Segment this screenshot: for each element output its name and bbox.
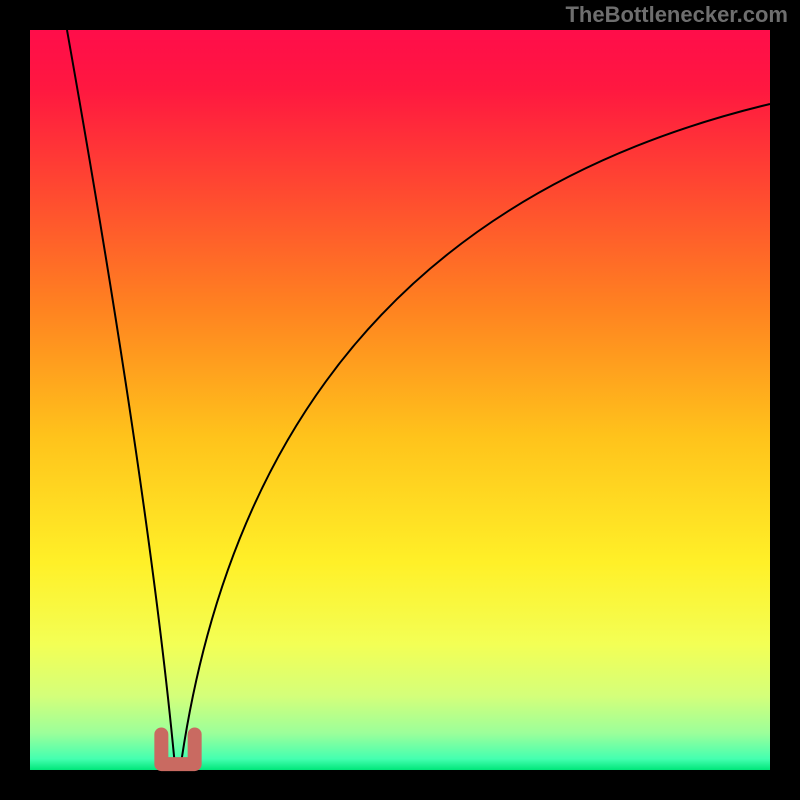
plot-area: [30, 30, 770, 770]
chart-root: TheBottlenecker.com: [0, 0, 800, 800]
plot-svg: [0, 0, 800, 800]
